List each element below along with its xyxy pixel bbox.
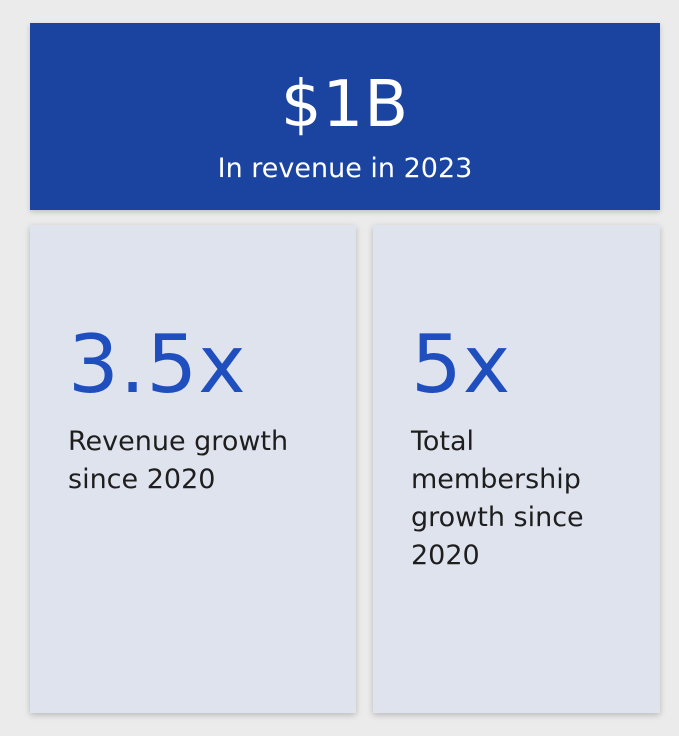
- revenue-banner: $1B In revenue in 2023: [30, 23, 660, 210]
- membership-growth-card: 5x Total membership growth since 2020: [373, 225, 660, 713]
- membership-growth-value: 5x: [411, 318, 512, 411]
- revenue-growth-card: 3.5x Revenue growth since 2020: [30, 225, 356, 713]
- revenue-growth-description: Revenue growth since 2020: [68, 426, 289, 495]
- revenue-caption: In revenue in 2023: [217, 153, 473, 184]
- revenue-growth-value: 3.5x: [68, 318, 247, 411]
- revenue-value: $1B: [280, 68, 410, 142]
- membership-growth-description: Total membership growth since 2020: [411, 426, 584, 571]
